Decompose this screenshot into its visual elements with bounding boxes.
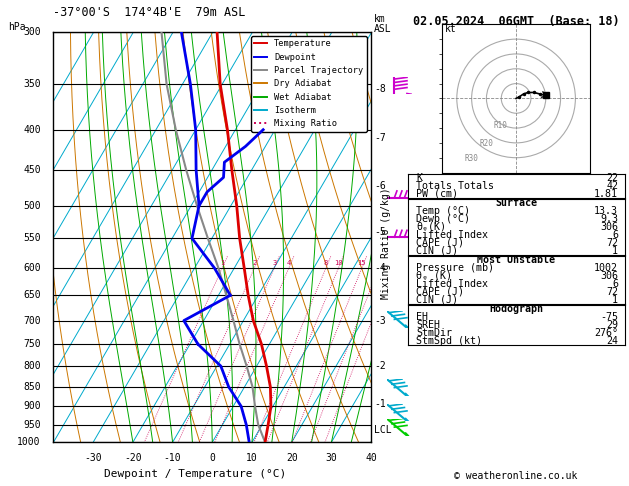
Text: 1: 1 [220,260,225,266]
Text: 15: 15 [357,260,366,266]
Legend: Temperature, Dewpoint, Parcel Trajectory, Dry Adiabat, Wet Adiabat, Isotherm, Mi: Temperature, Dewpoint, Parcel Trajectory… [251,36,367,132]
Text: θₑ (K): θₑ (K) [416,271,452,281]
Text: CIN (J): CIN (J) [416,295,459,305]
Text: 6: 6 [612,229,618,240]
Text: PW (cm): PW (cm) [416,189,459,199]
Text: 700: 700 [23,315,41,326]
Text: ASL: ASL [374,24,392,34]
Text: 600: 600 [23,263,41,273]
Text: -30: -30 [84,452,102,463]
Text: 0: 0 [209,452,215,463]
Text: 10: 10 [246,452,258,463]
Text: -4: -4 [374,263,386,273]
Text: 42: 42 [606,180,618,191]
Text: 1000: 1000 [17,437,41,447]
Text: 1: 1 [612,295,618,305]
Text: 29: 29 [606,320,618,330]
Text: -5: -5 [374,227,386,237]
Text: R30: R30 [464,154,478,163]
Text: 13.3: 13.3 [594,206,618,216]
Text: 276°: 276° [594,328,618,338]
Text: 10: 10 [334,260,343,266]
Text: 300: 300 [23,27,41,36]
Text: 306: 306 [600,271,618,281]
Text: 8: 8 [324,260,328,266]
Text: -2: -2 [374,361,386,371]
Text: 72: 72 [606,238,618,248]
Text: R20: R20 [479,139,493,148]
Text: 450: 450 [23,165,41,175]
Text: 1002: 1002 [594,262,618,273]
Text: θₑ(K): θₑ(K) [416,222,446,232]
Text: Dewpoint / Temperature (°C): Dewpoint / Temperature (°C) [104,469,286,479]
Text: Most Unstable: Most Unstable [477,255,555,265]
Text: Mixing Ratio (g/kg): Mixing Ratio (g/kg) [381,187,391,299]
Text: 6: 6 [612,278,618,289]
Text: -37°00'S  174°4B'E  79m ASL: -37°00'S 174°4B'E 79m ASL [53,6,246,19]
Text: K: K [416,173,422,183]
Text: 24: 24 [606,336,618,346]
Text: CAPE (J): CAPE (J) [416,238,464,248]
Text: © weatheronline.co.uk: © weatheronline.co.uk [454,471,578,481]
Text: StmDir: StmDir [416,328,452,338]
Text: 72: 72 [606,287,618,297]
Text: LCL: LCL [374,425,392,435]
Text: Surface: Surface [495,197,537,208]
Text: 800: 800 [23,361,41,371]
Text: Lifted Index: Lifted Index [416,278,488,289]
Text: 650: 650 [23,290,41,300]
Text: 750: 750 [23,339,41,349]
Text: 950: 950 [23,420,41,430]
Text: 4: 4 [287,260,291,266]
Text: 02.05.2024  06GMT  (Base: 18): 02.05.2024 06GMT (Base: 18) [413,15,620,28]
Text: 2: 2 [252,260,257,266]
Text: Hodograph: Hodograph [489,304,543,314]
Text: -7: -7 [374,133,386,143]
Text: 20: 20 [286,452,298,463]
Text: 400: 400 [23,125,41,135]
Text: Dewp (°C): Dewp (°C) [416,213,470,224]
Text: 30: 30 [326,452,337,463]
Text: 3: 3 [272,260,276,266]
Text: CAPE (J): CAPE (J) [416,287,464,297]
Text: 850: 850 [23,382,41,392]
Text: CIN (J): CIN (J) [416,245,459,256]
Text: SREH: SREH [416,320,440,330]
Text: 1.81: 1.81 [594,189,618,199]
Text: kt: kt [445,24,457,34]
Text: 900: 900 [23,401,41,411]
Text: R10: R10 [494,121,508,130]
Text: -3: -3 [374,315,386,326]
Text: EH: EH [416,312,428,322]
Text: StmSpd (kt): StmSpd (kt) [416,336,482,346]
Text: Lifted Index: Lifted Index [416,229,488,240]
Text: 1: 1 [612,245,618,256]
Text: -10: -10 [164,452,181,463]
Text: -75: -75 [600,312,618,322]
Text: 22: 22 [606,173,618,183]
Text: -1: -1 [374,399,386,409]
Text: hPa: hPa [8,22,26,32]
Text: km: km [374,14,386,24]
Text: Pressure (mb): Pressure (mb) [416,262,494,273]
Text: 550: 550 [23,233,41,243]
Text: -8: -8 [374,84,386,94]
Text: 9.3: 9.3 [600,213,618,224]
Text: Totals Totals: Totals Totals [416,180,494,191]
Text: 306: 306 [600,222,618,232]
Text: -20: -20 [124,452,142,463]
Text: Temp (°C): Temp (°C) [416,206,470,216]
Text: 500: 500 [23,201,41,211]
Text: -6: -6 [374,181,386,191]
Text: 40: 40 [365,452,377,463]
Text: 350: 350 [23,79,41,89]
